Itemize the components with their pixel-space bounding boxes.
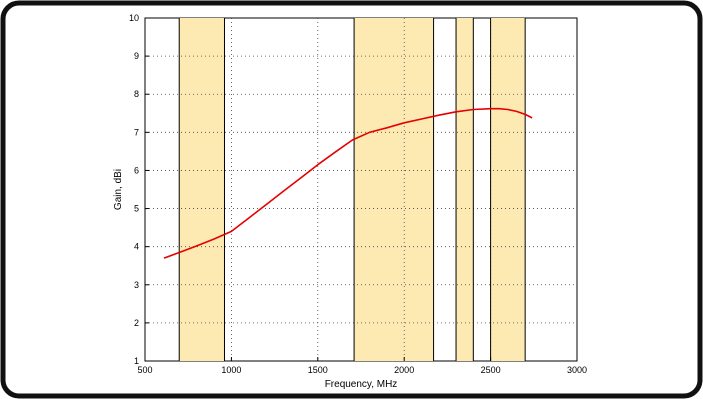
y-tick-label: 3 (134, 280, 139, 290)
band-3 (456, 18, 474, 361)
y-axis-ticks: 1 2 3 4 5 6 7 8 9 10 (129, 13, 149, 366)
y-tick-label: 5 (134, 204, 139, 214)
x-tick-label: 1500 (308, 365, 328, 375)
band-2 (354, 18, 434, 361)
frequency-bands (179, 18, 526, 361)
y-tick-label: 10 (129, 13, 139, 23)
x-tick-label: 2500 (481, 365, 501, 375)
band-1 (179, 18, 225, 361)
band-edges (178, 18, 526, 361)
series-line-1 (163, 107, 533, 259)
x-tick-label: 500 (137, 365, 152, 375)
y-axis-label: Gain, dBi (113, 169, 124, 210)
x-axis-label: Frequency, MHz (325, 379, 398, 390)
y-tick-label: 1 (134, 356, 139, 366)
y-tick-label: 6 (134, 165, 139, 175)
y-tick-label: 8 (134, 89, 139, 99)
x-tick-label: 2000 (394, 365, 414, 375)
x-tick-label: 1000 (221, 365, 241, 375)
x-tick-label: 3000 (567, 365, 587, 375)
grid-lines (145, 18, 577, 361)
y-tick-label: 2 (134, 318, 139, 328)
band-4 (490, 18, 526, 361)
y-tick-label: 9 (134, 51, 139, 61)
gain-series (163, 107, 533, 259)
x-axis-ticks: 500 1000 1500 2000 2500 3000 (137, 357, 587, 375)
y-tick-label: 7 (134, 127, 139, 137)
y-tick-label: 4 (134, 242, 139, 252)
